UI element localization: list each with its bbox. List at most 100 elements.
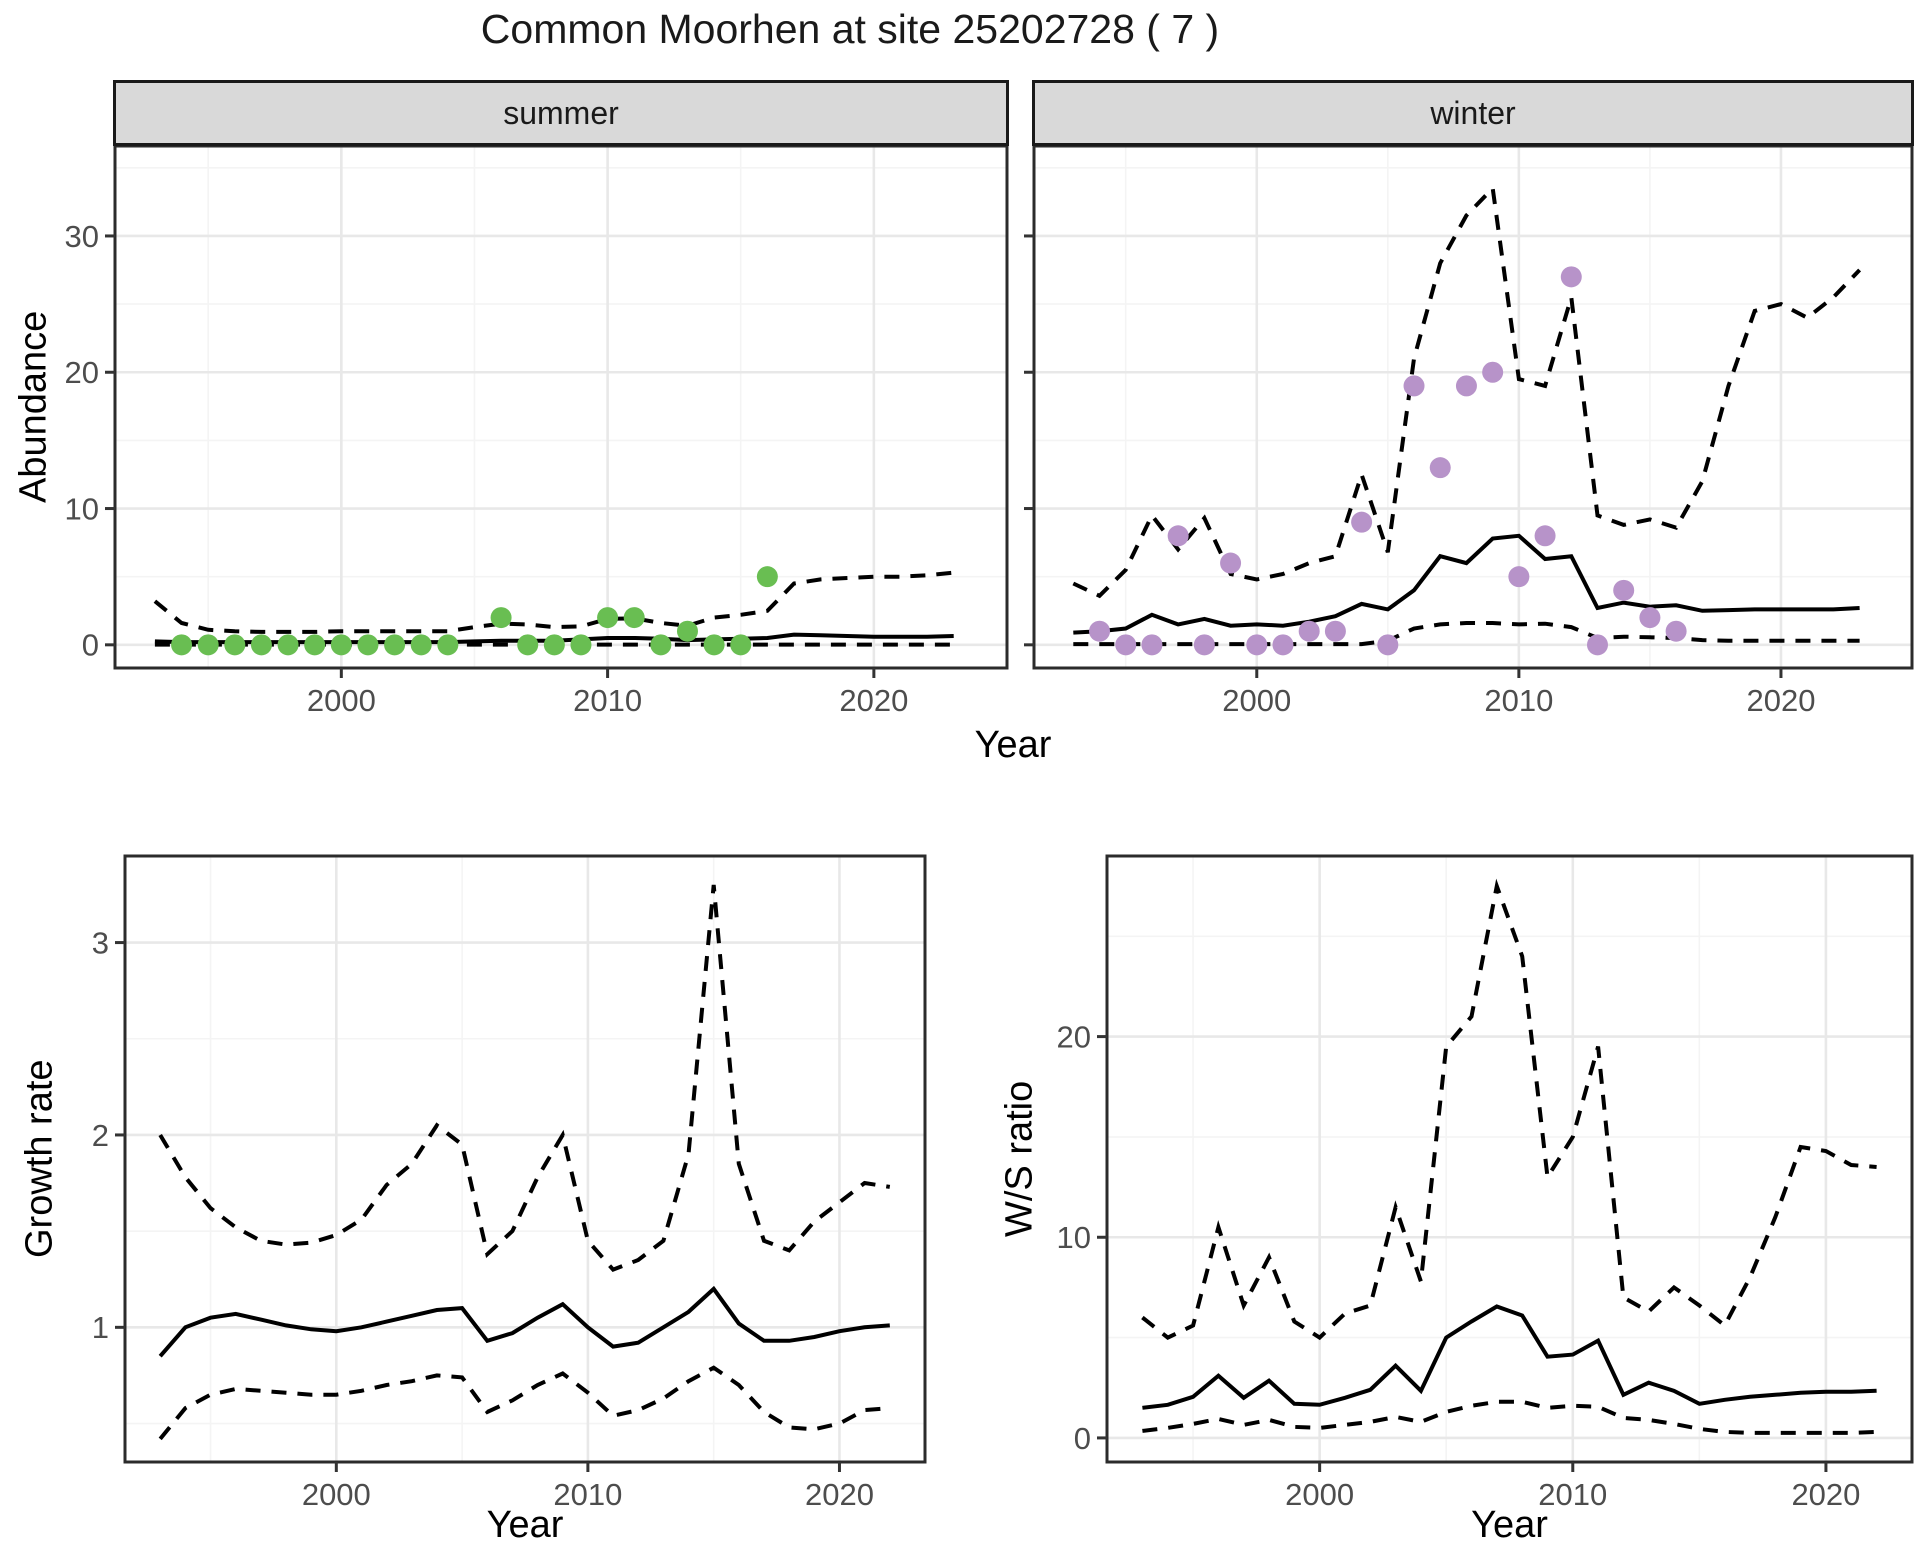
abundance-winter-data-point bbox=[1613, 579, 1635, 601]
abundance-winter-median_fit-line bbox=[1073, 533, 1860, 635]
x-tick-label: 2020 bbox=[839, 683, 908, 718]
growth-rate-lower_ci-line bbox=[158, 1365, 890, 1441]
x-tick-label: 2000 bbox=[1285, 1477, 1354, 1512]
abundance-winter-upper_ci-line bbox=[1072, 183, 1862, 599]
abundance-summer-data-point bbox=[490, 607, 512, 629]
abundance-summer-data-point bbox=[756, 566, 778, 588]
abundance-summer-data-point bbox=[730, 634, 752, 656]
abundance-summer-panel: 2000 2010 2020 0 10 20 30 bbox=[65, 144, 1009, 718]
abundance-summer-data-point bbox=[250, 634, 272, 656]
y-tick-label: 2 bbox=[92, 1118, 109, 1153]
x-tick-label: 2010 bbox=[553, 1477, 622, 1512]
ws-ratio-year-axis-title: Year bbox=[1471, 1504, 1548, 1546]
facet-strip-summer-label: summer bbox=[503, 94, 619, 131]
facet-strip-winter-label: winter bbox=[1430, 94, 1516, 131]
y-tick-label: 3 bbox=[92, 925, 109, 960]
x-tick-label: 2000 bbox=[302, 1477, 371, 1512]
abundance-summer-data-point bbox=[676, 620, 698, 642]
abundance-summer-data-point bbox=[384, 634, 406, 656]
x-tick-label: 2010 bbox=[1538, 1477, 1607, 1512]
abundance-winter-data-point bbox=[1403, 375, 1425, 397]
growth-rate-median_fit-line bbox=[158, 1285, 890, 1358]
abundance-summer-data-point bbox=[357, 634, 379, 656]
x-tick-label: 2020 bbox=[1791, 1477, 1860, 1512]
ws-ratio-median_fit-line bbox=[1142, 1304, 1877, 1410]
abundance-winter-data-point bbox=[1324, 620, 1346, 642]
abundance-winter-data-point bbox=[1220, 552, 1242, 574]
growth-rate-panel: 2000 2010 2020 1 2 3 bbox=[92, 854, 927, 1512]
abundance-winter-data-point bbox=[1246, 634, 1268, 656]
abundance-winter-data-point bbox=[1455, 375, 1477, 397]
growth-rate-year-axis-title: Year bbox=[486, 1504, 564, 1546]
facet-strip-summer: summer bbox=[113, 80, 1009, 146]
abundance-summer-data-point bbox=[623, 607, 645, 629]
abundance-summer-data-point bbox=[224, 634, 246, 656]
x-tick-label: 2020 bbox=[1746, 683, 1815, 718]
growth-rate-panel-border bbox=[123, 854, 927, 1464]
facet-strip-winter: winter bbox=[1032, 80, 1914, 146]
abundance-winter-data-point bbox=[1115, 634, 1137, 656]
abundance-winter-data-point bbox=[1665, 620, 1687, 642]
figure-title: Common Moorhen at site 25202728 ( 7 ) bbox=[480, 6, 1220, 52]
y-tick-label: 20 bbox=[65, 355, 99, 390]
abundance-axis-title: Abundance bbox=[12, 310, 55, 504]
abundance-winter-data-point bbox=[1272, 634, 1294, 656]
abundance-winter-data-point bbox=[1482, 361, 1504, 383]
abundance-summer-data-point bbox=[650, 634, 672, 656]
abundance-summer-data-point bbox=[543, 634, 565, 656]
ws-ratio-lower_ci-line bbox=[1142, 1399, 1877, 1435]
abundance-winter-data-point bbox=[1167, 525, 1189, 547]
abundance-winter-data-point bbox=[1351, 511, 1373, 533]
abundance-summer-data-point bbox=[410, 634, 432, 656]
abundance-summer-data-point bbox=[703, 634, 725, 656]
abundance-winter-data-point bbox=[1298, 620, 1320, 642]
y-tick-label: 10 bbox=[65, 491, 99, 526]
abundance-summer-data-point bbox=[197, 634, 219, 656]
y-tick-label: 0 bbox=[82, 628, 99, 663]
abundance-summer-data-point bbox=[597, 607, 619, 629]
x-tick-label: 2000 bbox=[1222, 683, 1291, 718]
growth-rate-panel-background bbox=[125, 856, 925, 1462]
abundance-winter-data-point bbox=[1508, 566, 1530, 588]
abundance-summer-data-point bbox=[517, 634, 539, 656]
abundance-winter-data-point bbox=[1586, 634, 1608, 656]
ws-ratio-upper_ci-line bbox=[1141, 878, 1877, 1341]
abundance-winter-panel-border bbox=[1032, 144, 1914, 670]
growth-rate-upper_ci-line bbox=[158, 884, 891, 1272]
ws-ratio-panel: 2000 2010 2020 0 10 20 bbox=[1057, 854, 1914, 1512]
abundance-winter-data-point bbox=[1193, 634, 1215, 656]
abundance-summer-data-point bbox=[171, 634, 193, 656]
x-tick-label: 2000 bbox=[307, 683, 376, 718]
abundance-summer-data-point bbox=[570, 634, 592, 656]
y-tick-label: 0 bbox=[1074, 1421, 1091, 1456]
abundance-summer-data-point bbox=[304, 634, 326, 656]
abundance-summer-data-point bbox=[277, 634, 299, 656]
abundance-winter-data-point bbox=[1089, 620, 1111, 642]
abundance-summer-data-point bbox=[330, 634, 352, 656]
abundance-summer-data-point bbox=[437, 634, 459, 656]
abundance-winter-data-point bbox=[1534, 525, 1556, 547]
ws-ratio-axis-title: W/S ratio bbox=[998, 1080, 1041, 1238]
x-tick-label: 2020 bbox=[805, 1477, 874, 1512]
growth-rate-axis-title: Growth rate bbox=[18, 1059, 61, 1259]
abundance-summer-upper_ci-line bbox=[153, 570, 954, 634]
y-tick-label: 10 bbox=[1057, 1220, 1091, 1255]
ws-ratio-panel-background bbox=[1107, 856, 1912, 1462]
x-tick-label: 2010 bbox=[573, 683, 642, 718]
y-tick-label: 20 bbox=[1057, 1019, 1091, 1054]
abundance-winter-panel: 2000 2010 2020 bbox=[1024, 144, 1914, 718]
abundance-summer-panel-border bbox=[113, 144, 1009, 670]
abundance-winter-data-point bbox=[1377, 634, 1399, 656]
abundance-winter-data-point bbox=[1141, 634, 1163, 656]
top-year-axis-title: Year bbox=[974, 724, 1052, 766]
ws-ratio-panel-border bbox=[1105, 854, 1914, 1464]
abundance-winter-data-point bbox=[1560, 266, 1582, 288]
y-tick-label: 30 bbox=[65, 219, 99, 254]
abundance-winter-data-point bbox=[1639, 607, 1661, 629]
abundance-summer-panel-background bbox=[115, 146, 1007, 668]
abundance-winter-data-point bbox=[1429, 457, 1451, 479]
abundance-winter-panel-background bbox=[1034, 146, 1912, 668]
x-tick-label: 2010 bbox=[1484, 683, 1553, 718]
